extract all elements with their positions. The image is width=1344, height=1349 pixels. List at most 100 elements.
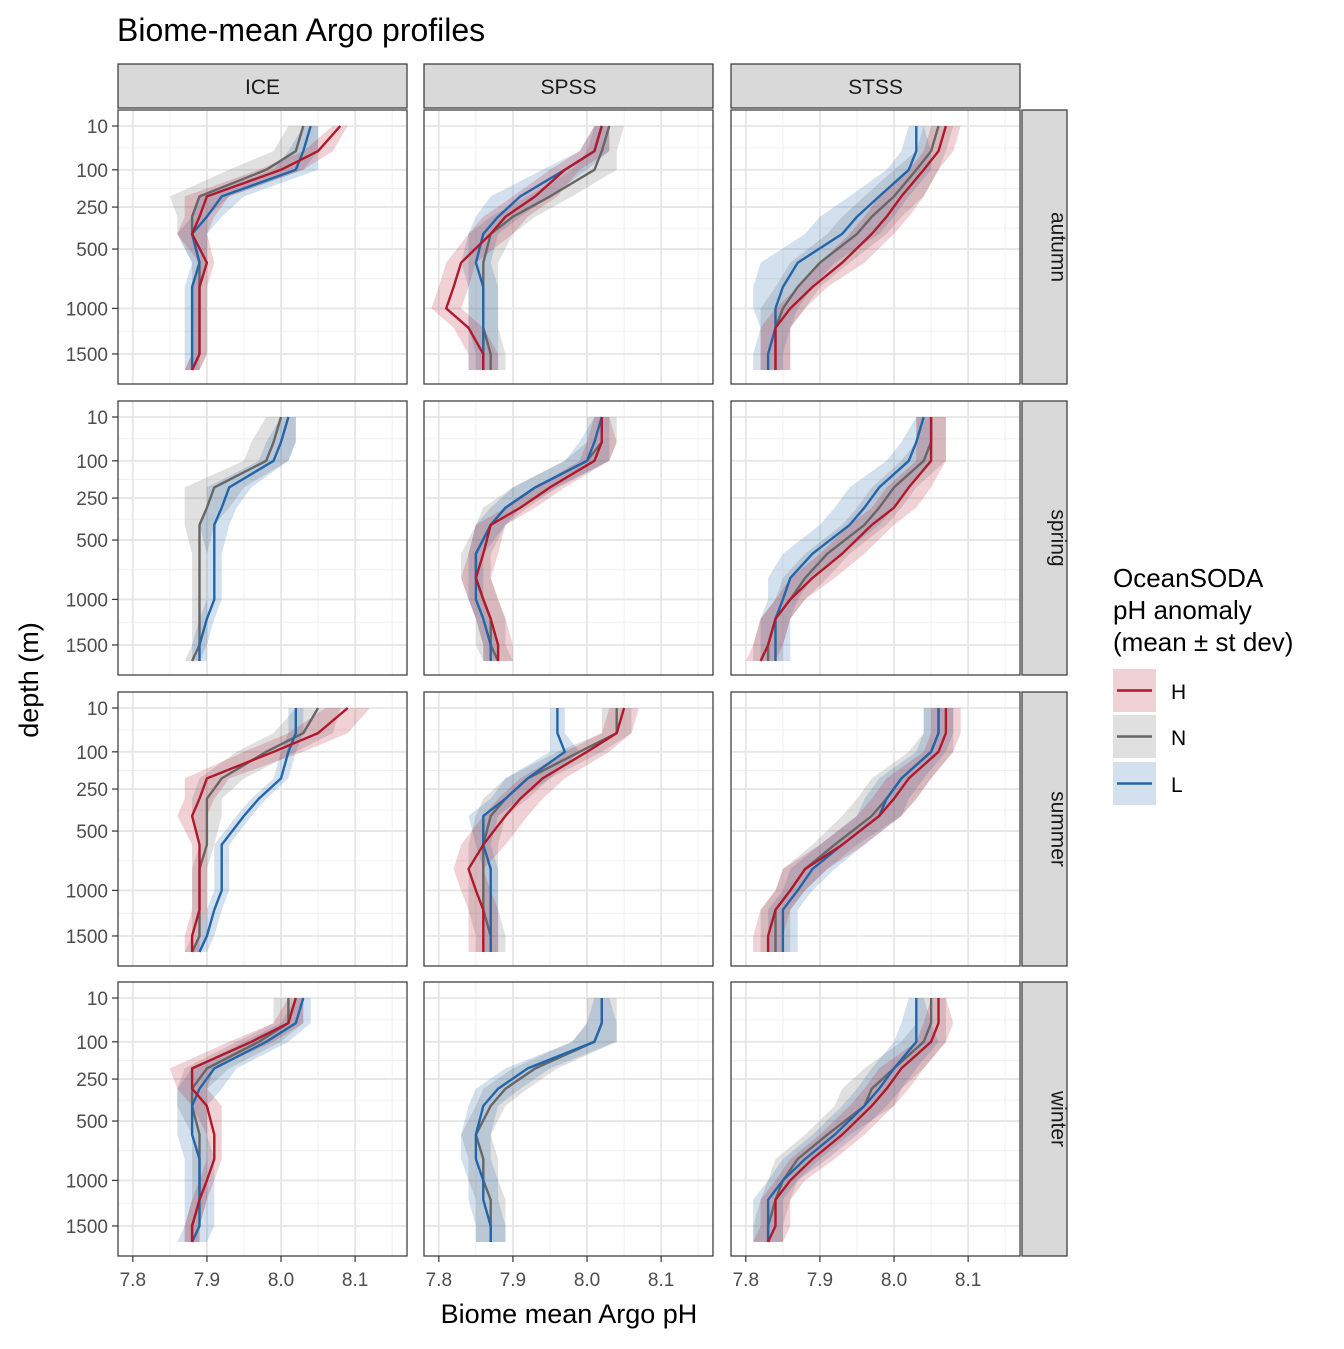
column-strip: [423, 63, 714, 109]
column-strip-label: ICE: [245, 76, 280, 99]
ribbon-N: [461, 998, 617, 1242]
panel-summer-STSS: [730, 691, 1021, 967]
column-strip: [117, 63, 408, 109]
line-H: [474, 417, 604, 661]
panel-background: [424, 110, 713, 384]
line-N: [482, 125, 611, 370]
panel-winter-STSS: [730, 981, 1021, 1257]
x-axis-label: Biome mean Argo pH: [441, 1299, 698, 1329]
panel-border: [423, 981, 714, 1257]
y-tick-label: 250: [76, 780, 108, 801]
line-L: [766, 126, 918, 370]
ribbon-N: [169, 126, 319, 370]
legend-title-line-3: (mean ± st dev): [1113, 627, 1293, 657]
legend-label-N: N: [1171, 727, 1186, 750]
panel-background: [424, 692, 713, 966]
chart-title: Biome-mean Argo profiles: [117, 12, 485, 48]
y-tick-label: 1000: [66, 881, 108, 902]
line-H: [445, 125, 603, 370]
panel-border: [423, 691, 714, 967]
line-H: [190, 707, 349, 952]
y-tick-label: 250: [76, 198, 108, 219]
ribbon-N: [760, 708, 954, 952]
panel-spring-STSS: [730, 400, 1021, 676]
panel-autumn-STSS: [730, 109, 1021, 385]
ribbon-H: [453, 708, 639, 952]
y-tick-label: 500: [76, 822, 108, 843]
ribbon-N: [468, 708, 632, 952]
y-tick-label: 100: [76, 452, 108, 473]
ribbon-H: [177, 708, 370, 952]
line-L: [474, 416, 603, 661]
panel-winter-ICE: [117, 981, 408, 1257]
ribbon-N: [753, 417, 946, 661]
y-tick-label: 10: [87, 989, 108, 1010]
line-H: [767, 998, 940, 1243]
line-L: [198, 708, 298, 953]
y-tick-label: 1500: [66, 636, 108, 657]
x-tick-label: 7.8: [426, 1270, 452, 1291]
ribbon-N: [468, 126, 625, 370]
panel-background: [118, 110, 407, 384]
y-tick-label: 100: [76, 1033, 108, 1054]
ribbon-L: [192, 708, 304, 952]
x-tick-label: 7.9: [500, 1270, 526, 1291]
y-tick-label: 10: [87, 117, 108, 138]
panel-summer-ICE: [117, 691, 408, 967]
legend-title-line-1: OceanSODA: [1113, 563, 1264, 593]
column-strip: [730, 63, 1021, 109]
panel-spring-ICE: [117, 400, 408, 676]
row-strip-label: summer: [1047, 791, 1070, 867]
ribbon-L: [192, 417, 296, 661]
x-tick-label: 7.9: [194, 1270, 220, 1291]
y-tick-label: 100: [76, 743, 108, 764]
ribbon-L: [753, 126, 932, 370]
panel-border: [117, 691, 408, 967]
ribbon-N: [184, 417, 296, 661]
x-tick-label: 8.0: [574, 1270, 600, 1291]
y-tick-label: 10: [87, 408, 108, 429]
x-tick-label: 8.1: [955, 1270, 981, 1291]
line-H: [190, 997, 297, 1242]
ribbon-H: [461, 417, 617, 661]
y-tick-label: 1000: [66, 590, 108, 611]
x-tick-label: 7.8: [120, 1270, 146, 1291]
panel-summer-SPSS: [423, 691, 714, 967]
panel-background: [731, 401, 1020, 675]
line-L: [190, 125, 312, 370]
line-H: [766, 708, 948, 952]
row-strip-label: spring: [1047, 509, 1070, 566]
x-tick-label: 8.0: [881, 1270, 907, 1291]
panel-border: [117, 109, 408, 385]
y-tick-label: 1000: [66, 1171, 108, 1192]
panel-background: [731, 110, 1020, 384]
panel-background: [731, 692, 1020, 966]
y-tick-label: 250: [76, 489, 108, 510]
panel-border: [117, 400, 408, 676]
x-tick-label: 7.8: [733, 1270, 759, 1291]
panel-autumn-ICE: [117, 109, 408, 385]
row-strip-label: winter: [1047, 1090, 1070, 1147]
y-tick-label: 500: [76, 1112, 108, 1133]
panel-autumn-SPSS: [423, 109, 714, 385]
x-tick-label: 8.1: [648, 1270, 674, 1291]
y-tick-label: 10: [87, 699, 108, 720]
panel-border: [730, 981, 1021, 1257]
row-strip: [1021, 109, 1068, 385]
panel-border: [730, 109, 1021, 385]
panel-background: [118, 692, 407, 966]
y-tick-label: 500: [76, 240, 108, 261]
x-tick-label: 7.9: [807, 1270, 833, 1291]
panel-background: [118, 982, 407, 1256]
y-tick-label: 250: [76, 1070, 108, 1091]
line-L: [474, 998, 604, 1242]
line-H: [467, 707, 626, 952]
line-H: [774, 125, 948, 370]
row-strip: [1021, 691, 1068, 967]
ribbon-H: [753, 708, 961, 952]
panel-border: [730, 691, 1021, 967]
legend-title-line-2: pH anomaly: [1113, 595, 1252, 625]
legend-label-L: L: [1171, 774, 1183, 797]
y-tick-label: 1500: [66, 927, 108, 948]
